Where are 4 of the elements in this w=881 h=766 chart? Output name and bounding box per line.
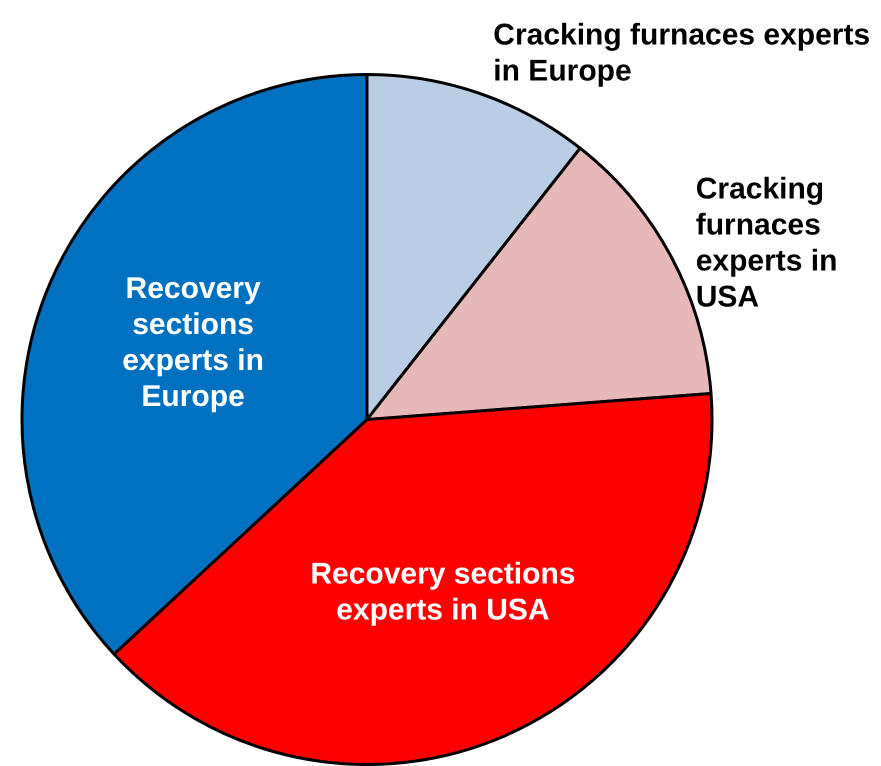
slice-label: Recovery sections experts in USA [310, 558, 576, 627]
slice-label: Cracking furnaces experts in Europe [493, 18, 870, 88]
slice-label: Recovery sections experts in Europe [122, 272, 264, 413]
slice-label: Cracking furnaces experts in USA [696, 172, 838, 314]
